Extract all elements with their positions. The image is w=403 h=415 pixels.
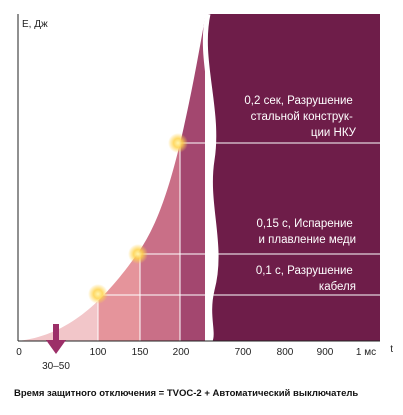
band-0-100 [18, 18, 98, 341]
tick-label-900: 900 [317, 347, 334, 358]
tick-label-800: 800 [277, 347, 294, 358]
tick-label-30-50: 30–50 [42, 361, 70, 372]
tick-label-700: 700 [235, 347, 252, 358]
time-break-panel [205, 14, 380, 341]
glow-point-150 [128, 244, 148, 264]
tick-label-1ms: 1 мс [356, 347, 376, 358]
tick-label-0: 0 [16, 347, 22, 358]
y-axis-label: E, Дж [22, 19, 48, 30]
glow-point-200 [168, 133, 188, 153]
glow-point-100 [88, 284, 108, 304]
annotation-150ms: 0,15 с, Испарение и плавление меди [256, 218, 356, 246]
x-axis-label: t [390, 344, 393, 355]
down-arrow-icon [46, 324, 66, 354]
tick-label-150: 150 [132, 347, 149, 358]
caption: Время защитного отключения = TVOC-2 + Ав… [14, 388, 359, 399]
curve-area [18, 18, 205, 341]
tick-label-100: 100 [90, 347, 107, 358]
band-150-200 [140, 18, 180, 341]
tick-label-200: 200 [173, 347, 190, 358]
break-edge [202, 13, 219, 343]
annotation-200ms: 0,2 сек, Разрушение стальной конструк- ц… [244, 95, 356, 139]
annotation-100ms: 0,1 с, Разрушение кабеля [256, 265, 356, 293]
